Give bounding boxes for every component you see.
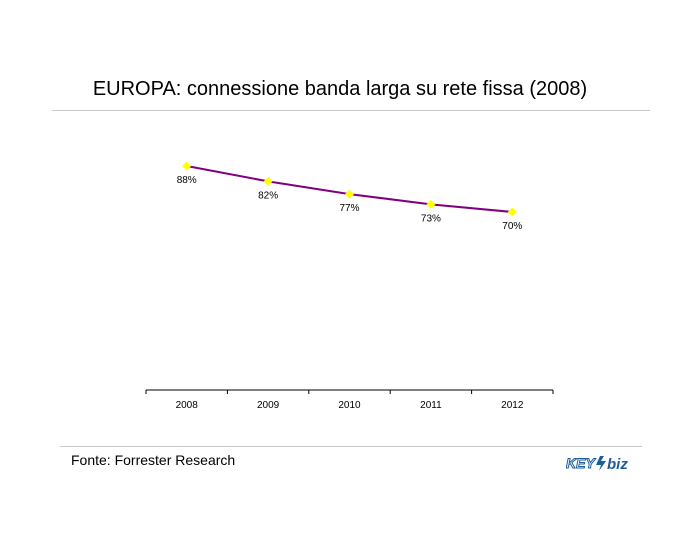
data-point-2009 <box>263 176 273 186</box>
data-point-2010 <box>345 189 354 199</box>
data-point-2011 <box>426 199 436 209</box>
data-label-2008: 88% <box>177 175 197 186</box>
data-label-2010: 77% <box>339 203 359 214</box>
data-point-2012 <box>507 207 517 217</box>
x-tick-label-2011: 2011 <box>420 400 442 411</box>
x-axis-ticks <box>145 390 554 394</box>
x-tick-label-2008: 2008 <box>176 400 199 411</box>
svg-text:KEY: KEY <box>566 455 596 471</box>
data-point-2008 <box>182 161 192 171</box>
svg-text:biz: biz <box>607 456 628 473</box>
footer-divider <box>60 446 642 447</box>
x-tick-label-2009: 2009 <box>257 400 280 411</box>
chart-title: EUROPA: connessione banda larga su rete … <box>92 78 588 100</box>
key4biz-logo: KEY biz <box>566 455 628 474</box>
x-tick-label-2012: 2012 <box>501 400 524 411</box>
data-label-2011: 73% <box>421 213 441 224</box>
data-markers <box>182 161 517 217</box>
x-axis-tick-labels: 2008 2009 2010 2011 2012 <box>176 400 524 411</box>
title-divider <box>52 110 650 111</box>
source-note: Fonte: Forrester Research <box>71 452 236 468</box>
data-label-2012: 70% <box>502 221 522 232</box>
data-labels: 88% 82% 77% 73% 70% <box>177 175 523 232</box>
data-label-2009: 82% <box>258 190 278 201</box>
x-tick-label-2010: 2010 <box>338 400 361 411</box>
